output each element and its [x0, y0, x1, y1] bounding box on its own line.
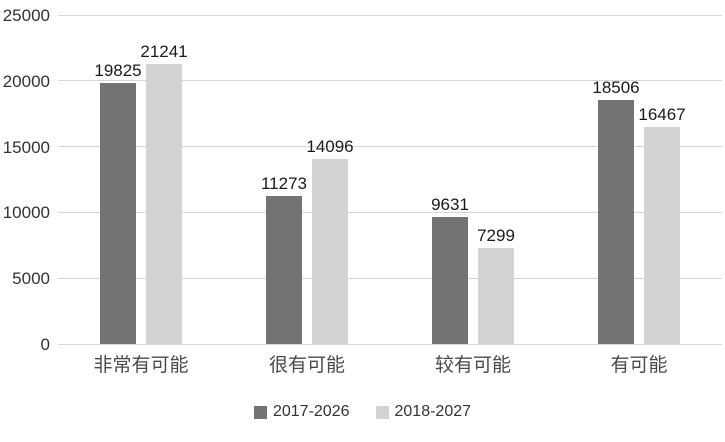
bar-2017-2026-很有可能: [266, 195, 302, 344]
y-tick-label-25000: 25000: [2, 6, 50, 25]
legend-item-2018-2027: 2018-2027: [375, 403, 472, 420]
bar-2017-2026-较有可能: [432, 217, 468, 344]
gridline-20000: [58, 80, 722, 82]
y-axis: 0 5000 10000 15000 20000 25000: [0, 0, 50, 442]
y-tick-label-0: 0: [40, 335, 50, 354]
bar-2017-2026-有可能: [598, 100, 634, 344]
x-axis: 非常有可能 很有可能 较有可能 有可能: [58, 350, 722, 380]
data-label-2018-2027-有可能: 16467: [638, 105, 686, 125]
gridline-5000: [58, 277, 722, 279]
bar-2018-2027-有可能: [644, 127, 680, 344]
data-label-2018-2027-较有可能: 7299: [477, 225, 515, 245]
data-label-2018-2027-非常有可能: 21241: [140, 42, 188, 62]
legend-item-2017-2026: 2017-2026: [253, 403, 350, 420]
gridline-10000: [58, 211, 722, 213]
bar-2018-2027-较有可能: [478, 247, 514, 344]
x-category-label-较有可能: 较有可能: [434, 355, 511, 376]
y-tick-label-10000: 10000: [2, 203, 50, 223]
x-category-label-有可能: 有可能: [610, 355, 668, 376]
x-category-label-很有可能: 很有可能: [268, 355, 345, 376]
gridline-0: [58, 343, 722, 345]
legend-swatch-icon: [253, 405, 267, 419]
legend-swatch-icon: [375, 405, 389, 419]
legend-label: 2018-2027: [394, 403, 472, 420]
gridline-15000: [58, 146, 722, 148]
y-tick-label-15000: 15000: [2, 137, 50, 157]
data-label-2018-2027-很有可能: 14096: [306, 136, 354, 156]
data-label-2017-2026-很有可能: 11273: [260, 173, 307, 193]
gridline-25000: [58, 14, 722, 16]
bar-2017-2026-非常有可能: [100, 83, 136, 344]
data-label-2017-2026-较有可能: 9631: [431, 195, 469, 215]
legend: 2017-2026 2018-2027: [0, 404, 725, 420]
y-tick-label-5000: 5000: [12, 269, 50, 289]
bar-2018-2027-很有可能: [312, 158, 348, 344]
data-label-2017-2026-有可能: 18506: [592, 78, 640, 98]
x-category-label-非常有可能: 非常有可能: [93, 355, 189, 376]
legend-label: 2017-2026: [272, 403, 350, 420]
data-label-2017-2026-非常有可能: 19825: [94, 61, 142, 81]
bar-2018-2027-非常有可能: [146, 64, 182, 344]
y-tick-label-20000: 20000: [2, 71, 50, 91]
plot-area: 19825 11273 9631 18506 21241 14096 7299 16467: [58, 14, 722, 345]
